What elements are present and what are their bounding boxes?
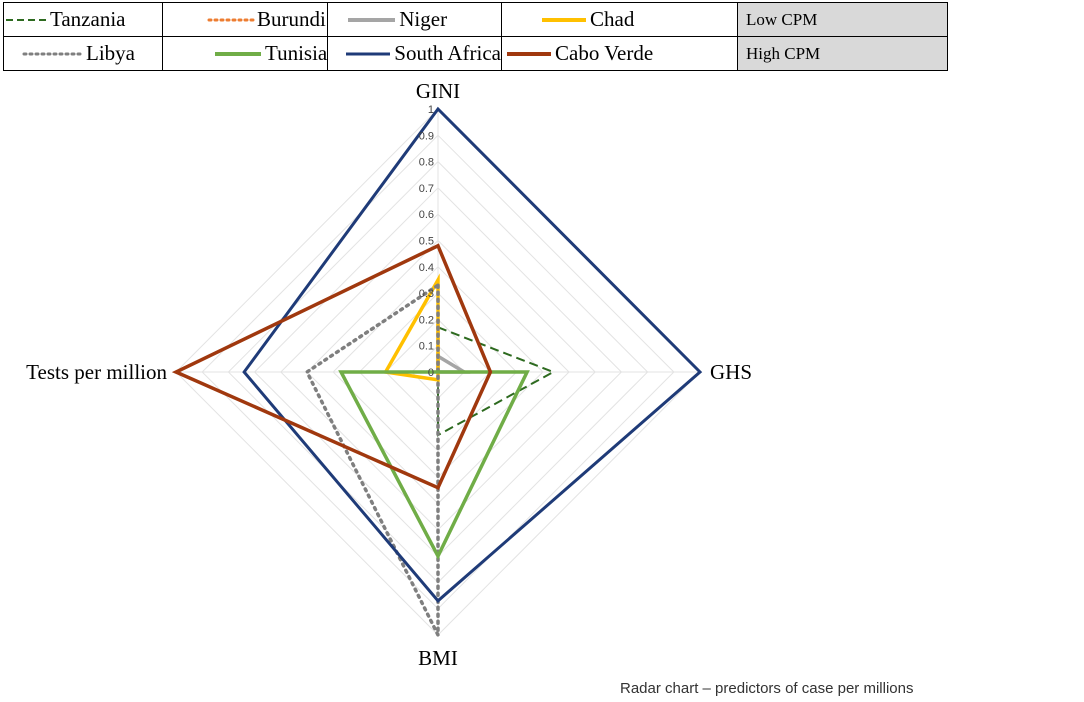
legend-entry-south-africa: South Africa <box>327 36 502 71</box>
tick-label: 0.8 <box>419 157 434 169</box>
chart-caption: Radar chart – predictors of case per mil… <box>620 680 914 697</box>
legend-label-cabo-verde: Cabo Verde <box>555 41 654 65</box>
axis-label-tests-per-million: Tests per million <box>26 360 167 384</box>
legend-entry-burundi: Burundi <box>161 2 329 37</box>
series-libya <box>304 281 440 636</box>
tick-label: 0 <box>428 367 434 379</box>
tick-label: 0.9 <box>419 130 434 142</box>
legend-label-tunisia: Tunisia <box>265 41 328 65</box>
tick-label: 0.5 <box>419 236 434 248</box>
radar-series <box>171 106 703 636</box>
legend-entry-tanzania: Tanzania <box>3 2 163 37</box>
tick-label: 0.7 <box>419 183 434 195</box>
legend-label-libya: Libya <box>86 41 135 65</box>
series-tunisia <box>338 370 530 560</box>
legend-row-low-cpm: Tanzania Burundi Niger Chad Low CPM <box>3 2 948 37</box>
legend: Tanzania Burundi Niger Chad Low CPM Liby… <box>3 2 948 71</box>
axis-label-bmi: BMI <box>418 646 458 670</box>
legend-label-tanzania: Tanzania <box>50 7 126 31</box>
legend-row-high-cpm: Libya Tunisia South Africa Cabo Verde Hi… <box>3 36 948 71</box>
legend-entry-chad: Chad <box>501 2 738 37</box>
tick-label: 0.3 <box>419 288 434 300</box>
legend-label-chad: Chad <box>590 7 635 31</box>
tick-label: 1 <box>428 104 434 116</box>
legend-group-high-cpm: High CPM <box>737 36 948 71</box>
tick-label: 0.6 <box>419 209 434 221</box>
tick-label: 0.1 <box>419 341 434 353</box>
series-south-africa <box>242 106 703 603</box>
legend-label-burundi: Burundi <box>257 7 326 31</box>
legend-entry-libya: Libya <box>3 36 163 71</box>
axis-label-ghs: GHS <box>710 360 752 384</box>
axis-label-gini: GINI <box>416 79 460 103</box>
legend-entry-tunisia: Tunisia <box>161 36 329 71</box>
radar-tick-labels: 0 0.1 0.2 0.3 0.4 0.5 0.6 0.7 0.8 0.9 1 <box>419 104 434 379</box>
tick-label: 0.4 <box>419 262 434 274</box>
legend-entry-cabo-verde: Cabo Verde <box>501 36 738 71</box>
legend-label-niger: Niger <box>399 7 448 31</box>
legend-entry-niger: Niger <box>327 2 502 37</box>
legend-label-south-africa: South Africa <box>394 41 501 65</box>
series-cabo-verde <box>171 243 493 491</box>
tick-label: 0.2 <box>419 314 434 326</box>
legend-group-low-cpm: Low CPM <box>737 2 948 37</box>
